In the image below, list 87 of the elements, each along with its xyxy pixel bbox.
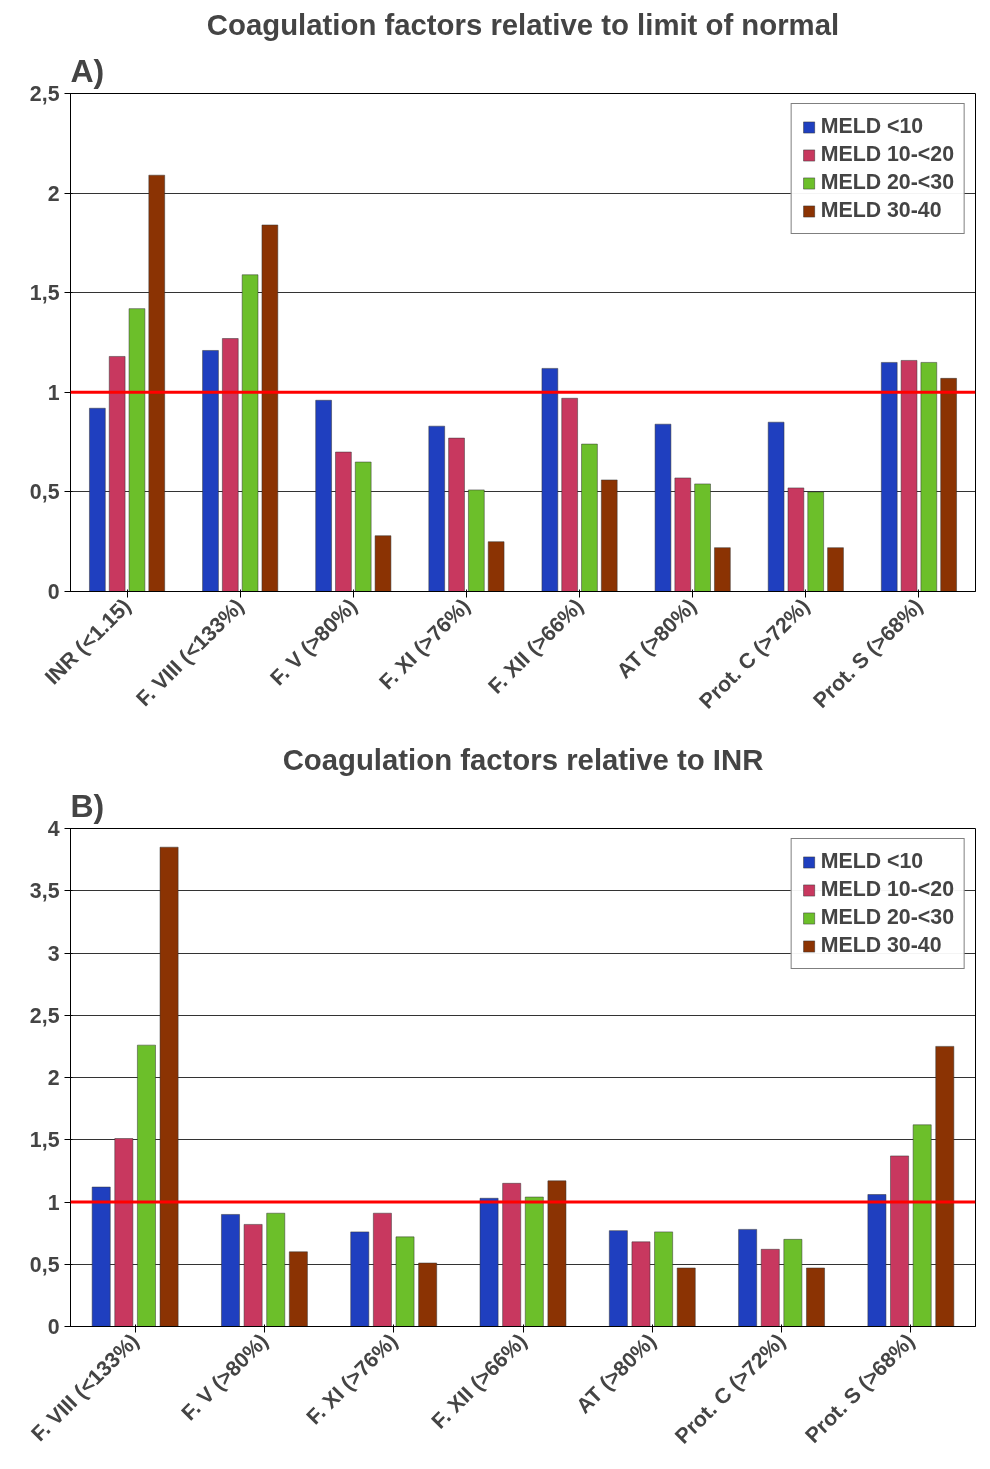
bar [428, 425, 445, 592]
legend-label: MELD 10-<20 [820, 142, 954, 167]
bar [940, 378, 957, 592]
y-tick-label: 1 [47, 380, 60, 405]
bar [159, 846, 179, 1327]
y-tick-label: 1,5 [29, 1128, 60, 1153]
bar [241, 274, 259, 592]
y-tick-label: 0,5 [29, 480, 60, 505]
bar [418, 1262, 437, 1327]
chart-title: Coagulation factors relative to INR [282, 742, 764, 776]
bar [243, 1224, 263, 1327]
bar [261, 224, 279, 592]
bar [350, 1231, 370, 1327]
bar [128, 308, 146, 592]
bar [266, 1212, 286, 1327]
bar [631, 1241, 651, 1327]
bar [694, 483, 711, 592]
legend-label: MELD 20-<30 [820, 905, 954, 930]
bar [91, 1186, 111, 1327]
bar [920, 362, 937, 592]
bar [289, 1251, 308, 1327]
bar [807, 491, 824, 592]
y-tick-label: 2,5 [29, 1003, 60, 1028]
bar [676, 1267, 696, 1327]
bar [148, 174, 165, 592]
bar [654, 423, 672, 592]
bar [541, 368, 559, 592]
bar [890, 1155, 909, 1327]
y-tick-label: 2,5 [29, 82, 60, 106]
bar [935, 1046, 955, 1327]
bar [525, 1196, 544, 1327]
bar [654, 1231, 673, 1327]
bar [787, 487, 805, 592]
legend-label: MELD 20-<30 [820, 170, 954, 195]
y-tick-label: 2 [47, 181, 60, 206]
bar [479, 1198, 499, 1327]
legend-label: MELD 10-<20 [820, 877, 954, 902]
bar [202, 350, 219, 592]
bar [714, 547, 731, 592]
y-tick-label: 1,5 [29, 281, 60, 306]
bar [867, 1194, 887, 1327]
bar [881, 362, 898, 592]
y-tick-label: 3,5 [29, 879, 60, 904]
text: B) [70, 787, 105, 824]
bar [601, 479, 618, 592]
bar [738, 1229, 757, 1327]
bar [581, 443, 598, 592]
bar [114, 1138, 134, 1327]
bar [395, 1236, 415, 1327]
bar [89, 407, 106, 592]
bar [767, 421, 785, 592]
y-tick-label: 3 [47, 941, 60, 966]
y-tick-label: 1 [47, 1190, 60, 1215]
bar [137, 1044, 156, 1327]
bar [502, 1183, 521, 1327]
bar [912, 1124, 932, 1327]
bar [806, 1267, 825, 1327]
y-tick-label: 0 [47, 1315, 60, 1339]
bar [335, 451, 352, 592]
bar [900, 360, 918, 592]
y-tick-label: 0 [47, 580, 60, 604]
chart-title: Coagulation factors relative to limit of normal [206, 7, 840, 41]
bar [468, 489, 485, 592]
bar [674, 477, 691, 592]
legend-label: MELD <10 [820, 849, 924, 874]
text: A) [70, 52, 105, 89]
bar [487, 541, 505, 592]
legend-label: MELD 30-40 [820, 198, 942, 223]
legend-label: MELD 30-40 [820, 933, 942, 958]
bar [760, 1249, 780, 1327]
legend-label: MELD <10 [820, 114, 924, 139]
bar [609, 1230, 628, 1327]
bar [547, 1180, 567, 1327]
bar [783, 1239, 803, 1327]
y-tick-label: 2 [47, 1066, 60, 1090]
bar [373, 1212, 392, 1327]
bar [315, 400, 332, 592]
bar [448, 437, 465, 592]
bar [561, 398, 578, 592]
y-tick-label: 4 [47, 817, 60, 841]
bar [109, 356, 126, 592]
bar [355, 461, 372, 592]
bar [221, 1214, 240, 1327]
bar [374, 535, 392, 592]
bar [827, 547, 844, 592]
bar [222, 338, 239, 592]
y-tick-label: 0,5 [29, 1252, 60, 1277]
